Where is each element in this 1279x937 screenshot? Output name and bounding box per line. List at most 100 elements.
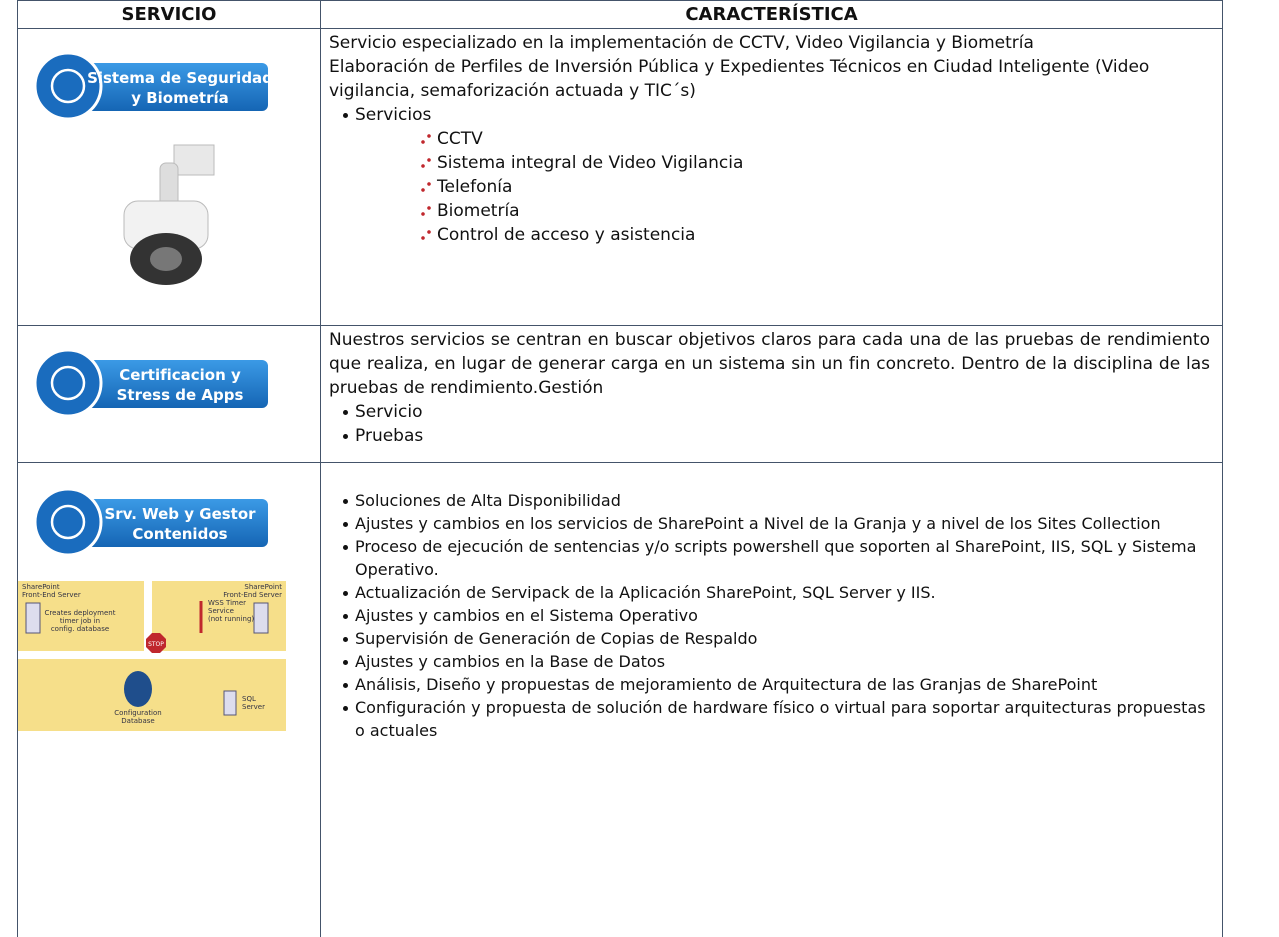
service-cell: Certificacion y Stress de Apps [17, 325, 321, 463]
bullet-text: Servicios [355, 105, 432, 125]
camera-image [123, 144, 215, 285]
bullet-text: Ajustes y cambios en la Base de Datos [355, 652, 666, 671]
diagram-label: Front-End Server [223, 591, 282, 599]
sub-item: Control de acceso y asistencia [417, 223, 1210, 247]
sub-item: Sistema integral de Video Vigilancia [417, 151, 1210, 175]
diagram-label: Configuration [114, 709, 161, 717]
badge-icon [50, 365, 86, 401]
server [223, 690, 237, 716]
feature-cell: Nuestros servicios se centran en buscar … [320, 325, 1223, 463]
diagram-label: Creates deployment [44, 609, 115, 617]
badge-icon [50, 68, 86, 104]
stop-sign [146, 633, 166, 653]
diagram-label: Database [121, 717, 154, 725]
bullet-text: Análisis, Diseño y propuestas de mejoram… [355, 675, 1098, 694]
bullet-item: Proceso de ejecución de sentencias y/o s… [343, 535, 1210, 581]
badge-circle [33, 51, 103, 121]
sub-text: Telefonía [437, 177, 513, 197]
diagram-label: STOP [148, 641, 164, 648]
service-row: Sistema de Seguridad y Biometría Servicio … [17, 28, 1223, 326]
bullet-list: Servicio Pruebas [329, 400, 1210, 448]
badge-label: Certificacion y [119, 366, 241, 384]
bullet-item: Ajustes y cambios en el Sistema Operativ… [343, 604, 1210, 627]
diagram-label: SQL [242, 695, 256, 703]
badge-label: y Biometría [131, 89, 229, 107]
bullet-list: Soluciones de Alta Disponibilidad Ajustes… [329, 489, 1210, 742]
badge-bar [68, 360, 268, 408]
diagram-label: Server [242, 703, 265, 711]
service-row: Certificacion y Stress de Apps Nuestros se… [17, 325, 1223, 463]
sub-text: Biometría [437, 201, 520, 221]
diagram-label: Front-End Server [22, 591, 81, 599]
sub-list: CCTV Sistema integral de Video Vigilancia… [355, 127, 1210, 247]
bullet-item: Ajustes y cambios en los servicios de Sh… [343, 512, 1210, 535]
badge-bar [68, 63, 268, 111]
diagram-label: WSS Timer [208, 599, 246, 607]
service-cell: Sistema de Seguridad y Biometría [17, 28, 321, 326]
feature-cell: Soluciones de Alta Disponibilidad Ajustes… [320, 462, 1223, 937]
camera-lens [150, 247, 182, 271]
sub-item: CCTV [417, 127, 1210, 151]
server [253, 602, 269, 634]
bullet-item: Configuración y propuesta de solución de… [343, 696, 1210, 742]
service-row: Srv. Web y Gestor Contenidos SharePoint Fro… [17, 462, 1223, 937]
sub-item: Telefonía [417, 175, 1210, 199]
camera-mount [173, 144, 215, 176]
feature-paragraph: Servicio especializado en la implementac… [329, 33, 1034, 53]
sub-text: Control de acceso y asistencia [437, 225, 696, 245]
divider [144, 581, 152, 651]
service-cell: Srv. Web y Gestor Contenidos SharePoint Fro… [17, 462, 321, 937]
service-badge: Certificacion y Stress de Apps [33, 348, 268, 418]
header-cell: SERVICIO [17, 0, 321, 29]
bullet-text: Proceso de ejecución de sentencias y/o s… [355, 537, 1197, 579]
bullet-text: Pruebas [355, 426, 424, 446]
badge-label: Stress de Apps [117, 386, 244, 404]
diagram-label: SharePoint [244, 583, 282, 591]
bullet-text: Servicio [355, 402, 423, 422]
diagram-label: Service [208, 607, 234, 615]
divider [18, 651, 286, 659]
bullet-text: Configuración y propuesta de solución de… [355, 698, 1206, 740]
feature-paragraph: Nuestros servicios se centran en buscar … [329, 330, 1210, 398]
service-badge: Srv. Web y Gestor Contenidos [33, 487, 268, 557]
diagram-label: config. database [51, 625, 109, 633]
bullet-item: Pruebas [343, 424, 1210, 448]
sub-text: CCTV [437, 129, 483, 149]
badge-icon [50, 504, 86, 540]
bullet-text: Soluciones de Alta Disponibilidad [355, 491, 621, 510]
service-table: SERVICIO CARACTERÍSTICA Sistema de Segur… [17, 0, 1223, 937]
bullet-item: Servicio [343, 400, 1210, 424]
bullet-text: Ajustes y cambios en los servicios de Sh… [355, 514, 1161, 533]
bullet-item: Supervisión de Generación de Copias de R… [343, 627, 1210, 650]
diagram-label: (not running) [208, 615, 254, 623]
diagram-label: SharePoint [22, 583, 60, 591]
bullet-item: Actualización de Servipack de la Aplicac… [343, 581, 1210, 604]
bullet-text: Actualización de Servipack de la Aplicac… [355, 583, 936, 602]
bullet-item: Análisis, Diseño y propuestas de mejoram… [343, 673, 1210, 696]
table-body: Sistema de Seguridad y Biometría Servicio … [17, 28, 1223, 937]
sub-item: Biometría [417, 199, 1210, 223]
badge-bar [68, 499, 268, 547]
sub-text: Sistema integral de Video Vigilancia [437, 153, 744, 173]
server [25, 602, 41, 634]
bullet-list: Servicios CCTV Sistema integral de Video V… [329, 103, 1210, 247]
service-badge: Sistema de Seguridad y Biometría [33, 51, 272, 121]
header-row: SERVICIO CARACTERÍSTICA [17, 0, 1223, 29]
badge-label: Contenidos [132, 525, 227, 543]
bullet-text: Supervisión de Generación de Copias de R… [355, 629, 758, 648]
feature-cell: Servicio especializado en la implementac… [320, 28, 1223, 326]
badge-label: Srv. Web y Gestor [104, 505, 256, 523]
feature-paragraph: Elaboración de Perfiles de Inversión Púb… [329, 57, 1150, 101]
bullet-item: Servicios CCTV Sistema integral de Video V… [343, 103, 1210, 247]
database [124, 671, 152, 707]
badge-circle [33, 348, 103, 418]
bullet-item: Soluciones de Alta Disponibilidad [343, 489, 1210, 512]
bullet-item: Ajustes y cambios en la Base de Datos [343, 650, 1210, 673]
badge-circle [33, 487, 103, 557]
header-cell: CARACTERÍSTICA [320, 0, 1223, 29]
diagram-label: timer job in [60, 617, 100, 625]
bullet-text: Ajustes y cambios en el Sistema Operativ… [355, 606, 698, 625]
